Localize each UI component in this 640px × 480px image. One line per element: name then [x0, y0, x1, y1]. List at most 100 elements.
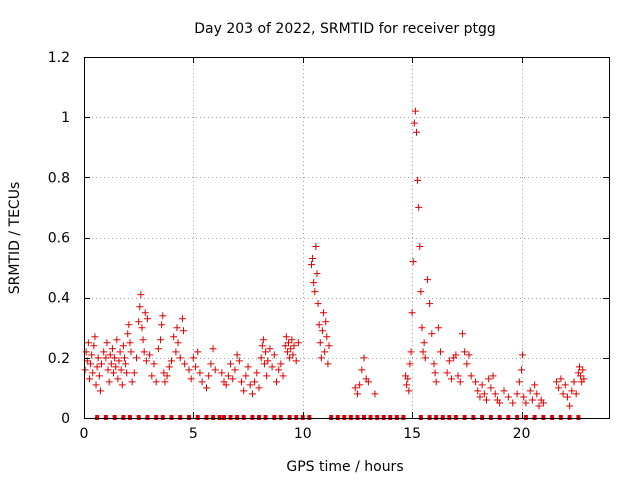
data-point	[96, 387, 104, 395]
zero-value-point	[541, 415, 546, 420]
y-tick-label: 0.4	[48, 291, 70, 307]
data-point	[117, 366, 125, 374]
data-point	[415, 203, 423, 211]
data-point	[264, 357, 272, 365]
data-points	[81, 107, 588, 420]
data-point	[478, 381, 486, 389]
data-point	[196, 369, 204, 377]
data-point	[515, 378, 523, 386]
data-point	[114, 375, 122, 383]
data-point	[287, 345, 295, 353]
x-tick-label: 20	[513, 426, 531, 442]
data-point	[139, 336, 147, 344]
data-point	[474, 387, 482, 395]
data-point	[136, 303, 144, 311]
data-point	[423, 276, 431, 284]
data-point	[111, 354, 119, 362]
data-point	[283, 348, 291, 356]
data-point	[163, 372, 171, 380]
data-point	[178, 315, 186, 323]
zero-value-point	[329, 415, 334, 420]
y-tick-label: 1	[61, 110, 70, 126]
data-point	[259, 336, 267, 344]
data-point	[316, 339, 324, 347]
data-point	[181, 360, 189, 368]
data-point	[185, 366, 193, 374]
data-point	[148, 372, 156, 380]
zero-value-point	[112, 415, 117, 420]
zero-value-point	[95, 415, 100, 420]
data-point	[353, 390, 361, 398]
data-point	[314, 300, 322, 308]
data-point	[209, 345, 217, 353]
data-point	[124, 330, 132, 338]
data-point	[408, 309, 416, 317]
data-point	[242, 372, 250, 380]
data-point	[211, 366, 219, 374]
data-point	[426, 300, 434, 308]
data-point	[218, 369, 226, 377]
data-point	[463, 360, 471, 368]
data-point	[318, 327, 326, 335]
data-point	[140, 348, 148, 356]
data-point	[203, 384, 210, 392]
data-point	[448, 375, 455, 383]
y-tick-label: 0	[61, 411, 70, 427]
data-point	[539, 399, 547, 407]
data-point	[519, 351, 527, 359]
data-point	[263, 372, 271, 380]
data-point	[120, 354, 128, 362]
data-point	[92, 381, 100, 389]
x-tick-label: 5	[189, 426, 198, 442]
data-point	[142, 357, 150, 365]
data-point	[520, 393, 528, 401]
zero-value-point	[362, 415, 366, 420]
data-point	[321, 348, 329, 356]
data-point	[561, 381, 569, 389]
data-point	[115, 357, 123, 365]
zero-value-point	[287, 415, 292, 420]
zero-value-point	[127, 415, 132, 420]
zero-value-point	[250, 415, 255, 420]
zero-value-point	[434, 415, 439, 420]
zero-value-point	[355, 415, 360, 420]
data-point	[100, 348, 108, 356]
data-point	[122, 360, 130, 368]
zero-value-point	[263, 415, 268, 420]
data-point	[407, 348, 415, 356]
zero-value-point	[272, 415, 277, 420]
data-point	[244, 363, 252, 371]
data-point	[445, 357, 453, 365]
data-point	[257, 354, 265, 362]
data-point	[409, 258, 417, 266]
data-point	[458, 330, 466, 338]
data-point	[194, 348, 202, 356]
data-point	[270, 351, 278, 359]
data-point	[174, 339, 182, 347]
data-point	[461, 348, 469, 356]
zero-value-point	[576, 415, 581, 420]
data-point	[281, 342, 289, 350]
data-point	[417, 288, 425, 296]
data-point	[404, 375, 412, 383]
data-point	[128, 378, 136, 386]
data-point	[405, 387, 413, 395]
zero-value-point	[187, 415, 191, 420]
data-point	[82, 348, 90, 356]
data-point	[431, 369, 439, 377]
zero-value-point	[211, 415, 216, 420]
data-point	[160, 369, 168, 377]
data-point	[224, 372, 232, 380]
data-point	[290, 342, 298, 350]
data-point	[277, 360, 285, 368]
zero-value-point	[550, 415, 555, 420]
data-point	[294, 339, 302, 347]
data-point	[246, 381, 254, 389]
data-point	[98, 360, 105, 368]
data-point	[126, 339, 134, 347]
data-point	[248, 390, 256, 398]
data-point	[325, 342, 333, 350]
data-point	[480, 390, 488, 398]
data-point	[312, 243, 320, 251]
